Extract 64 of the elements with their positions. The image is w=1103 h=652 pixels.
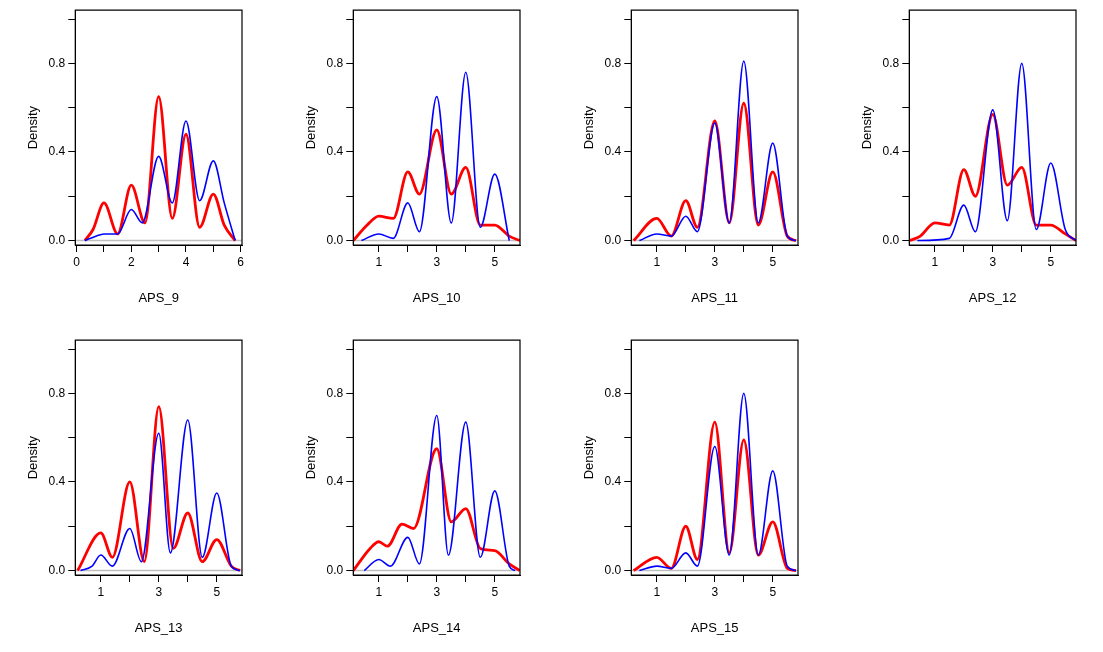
y-tick-label: 0.0 (604, 562, 622, 577)
line-series (360, 71, 511, 242)
line-series (916, 62, 1076, 242)
y-tick-label: 0.8 (48, 55, 66, 70)
x-tick-label: 0 (73, 254, 81, 269)
y-axis-title: Density (303, 435, 319, 480)
x-tick-label: 3 (433, 584, 441, 599)
y-axis-title: Density (581, 435, 597, 480)
x-tick-label: 5 (769, 254, 777, 269)
y-tick-label: 0.4 (604, 144, 622, 159)
x-tick-label: 5 (213, 584, 221, 599)
y-axis-title: Density (25, 105, 41, 150)
y-tick-label: 0.8 (326, 55, 344, 70)
y-tick-label: 0.8 (326, 385, 344, 400)
y-axis-title: Density (303, 105, 319, 150)
y-tick-label: 0.4 (326, 474, 344, 489)
line-series (638, 392, 797, 572)
y-axis-title: Density (581, 105, 597, 150)
x-tick-label: 1 (653, 584, 661, 599)
y-tick-label: 0.0 (48, 562, 66, 577)
x-tick-label: 3 (711, 584, 719, 599)
x-tick-label: 1 (97, 584, 105, 599)
y-tick-label: 0.0 (48, 232, 66, 247)
x-tick-label: 5 (769, 584, 777, 599)
y-axis-title: Density (859, 105, 875, 150)
y-tick-label: 0.0 (882, 232, 900, 247)
x-axis-title: APS_11 (691, 289, 739, 305)
x-tick-label: 3 (433, 254, 441, 269)
y-tick-label: 0.4 (882, 144, 900, 159)
x-tick-label: 1 (653, 254, 661, 269)
x-tick-label: 1 (375, 254, 383, 269)
x-tick-label: 3 (711, 254, 719, 269)
x-axis-title: APS_9 (138, 289, 179, 305)
y-tick-label: 0.0 (326, 232, 344, 247)
x-tick-label: 4 (182, 254, 190, 269)
y-tick-label: 0.4 (48, 474, 66, 489)
line-series (83, 95, 237, 242)
x-tick-label: 3 (989, 254, 997, 269)
x-tick-label: 6 (237, 254, 245, 269)
y-tick-label: 0.4 (48, 144, 66, 159)
y-tick-label: 0.8 (604, 55, 622, 70)
x-tick-label: 5 (1047, 254, 1055, 269)
y-axis-title: Density (25, 435, 41, 480)
x-axis-title: APS_14 (412, 619, 461, 635)
x-axis-title: APS_10 (412, 289, 461, 305)
x-tick-label: 5 (491, 254, 499, 269)
x-axis-title: APS_12 (968, 289, 1017, 305)
y-tick-label: 0.0 (326, 562, 344, 577)
x-tick-label: 1 (375, 584, 383, 599)
y-tick-label: 0.8 (604, 385, 622, 400)
x-tick-label: 3 (155, 584, 163, 599)
line-series (84, 120, 236, 242)
y-tick-label: 0.0 (604, 232, 622, 247)
y-tick-label: 0.4 (326, 144, 344, 159)
y-tick-label: 0.8 (48, 385, 66, 400)
x-axis-title: APS_13 (134, 619, 183, 635)
line-series (363, 414, 516, 572)
x-tick-label: 5 (491, 584, 499, 599)
x-axis-title: APS_15 (690, 619, 739, 635)
line-series (638, 60, 797, 242)
y-tick-label: 0.8 (882, 55, 900, 70)
x-tick-label: 2 (127, 254, 135, 269)
x-tick-label: 1 (931, 254, 939, 269)
y-tick-label: 0.4 (604, 474, 622, 489)
